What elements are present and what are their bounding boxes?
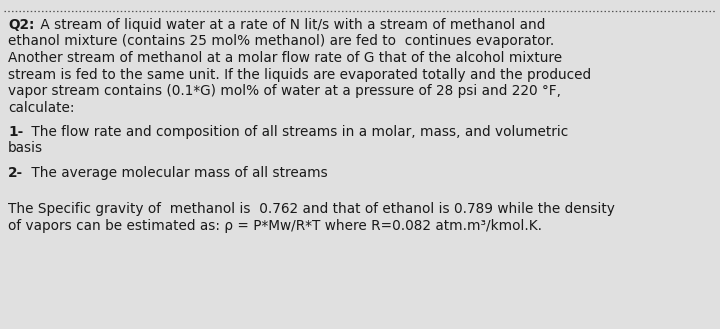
Text: The Specific gravity of  methanol is  0.762 and that of ethanol is 0.789 while t: The Specific gravity of methanol is 0.76…: [8, 203, 615, 216]
Text: stream is fed to the same unit. If the liquids are evaporated totally and the pr: stream is fed to the same unit. If the l…: [8, 67, 591, 82]
Text: of vapors can be estimated as: ρ = P*Mw/R*T where R=0.082 atm.m³/kmol.K.: of vapors can be estimated as: ρ = P*Mw/…: [8, 219, 542, 233]
Text: The flow rate and composition of all streams in a molar, mass, and volumetric: The flow rate and composition of all str…: [27, 125, 568, 139]
Text: Another stream of methanol at a molar flow rate of G that of the alcohol mixture: Another stream of methanol at a molar fl…: [8, 51, 562, 65]
Text: vapor stream contains (0.1*G) mol% of water at a pressure of 28 psi and 220 °F,: vapor stream contains (0.1*G) mol% of wa…: [8, 84, 561, 98]
Text: The average molecular mass of all streams: The average molecular mass of all stream…: [27, 166, 328, 180]
Text: A stream of liquid water at a rate of N lit/s with a stream of methanol and: A stream of liquid water at a rate of N …: [36, 18, 545, 32]
Text: 1-: 1-: [8, 125, 23, 139]
Text: ethanol mixture (contains 25 mol% methanol) are fed to  continues evaporator.: ethanol mixture (contains 25 mol% methan…: [8, 35, 554, 48]
Text: calculate:: calculate:: [8, 100, 74, 114]
Text: 2-: 2-: [8, 166, 23, 180]
Text: basis: basis: [8, 141, 43, 156]
Text: Q2:: Q2:: [8, 18, 35, 32]
